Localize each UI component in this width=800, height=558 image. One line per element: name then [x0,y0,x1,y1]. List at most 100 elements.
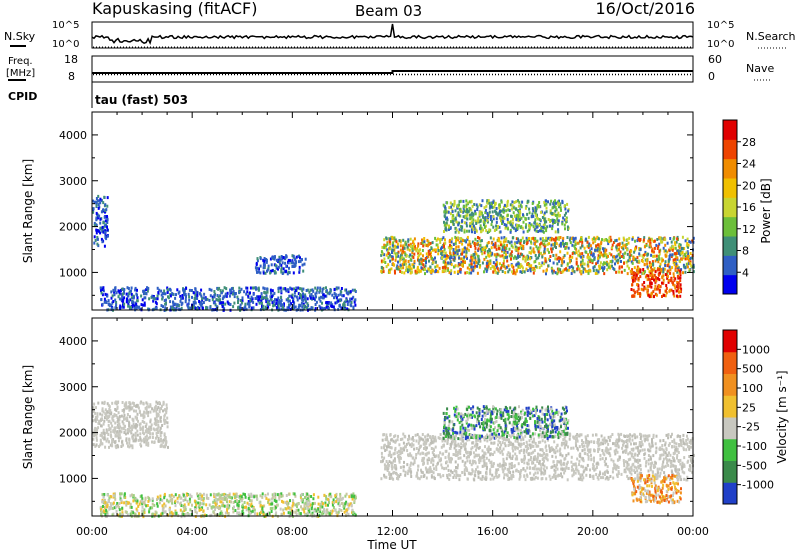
range-cell [520,225,522,228]
range-cell [128,439,130,442]
range-cell [142,304,144,307]
power-y-label: Slant Range [km] [21,159,35,263]
range-cell [211,289,213,292]
range-cell [481,239,483,242]
range-cell [304,496,306,499]
range-cell [525,207,527,210]
range-cell [230,500,232,503]
range-cell [541,256,543,259]
range-cell [497,225,499,228]
range-cell [492,270,494,273]
range-cell [493,238,495,241]
range-cell [323,508,325,511]
range-cell [121,296,123,299]
range-cell [228,496,230,499]
range-cell [679,295,681,298]
range-cell [105,415,107,418]
range-cell [167,421,169,424]
range-cell [133,434,135,437]
range-cell [505,209,507,212]
range-cell [106,301,108,304]
range-cell [260,505,262,508]
range-cell [511,241,513,244]
range-cell [549,255,551,258]
range-cell [252,301,254,304]
range-cell [288,506,290,509]
range-cell [238,511,240,514]
range-cell [518,205,520,208]
range-cell [631,283,633,286]
range-cell [135,416,137,419]
range-cell [316,291,318,294]
range-cell [343,505,345,508]
range-cell [195,503,197,506]
range-cell [404,253,406,256]
range-cell [551,212,553,215]
range-cell [507,201,509,204]
range-cell [278,304,280,307]
range-cell [134,289,136,292]
range-cell [96,212,98,215]
range-cell [191,504,193,507]
range-cell [98,445,100,448]
range-cell [494,229,496,232]
range-cell [198,300,200,303]
range-cell [443,204,445,207]
range-cell [485,256,487,259]
range-cell [540,237,542,240]
range-cell [142,402,144,405]
range-cell [598,237,600,240]
range-cell [174,500,176,503]
range-cell [302,270,304,273]
range-cell [533,267,535,270]
range-cell [130,512,132,515]
range-cell [102,303,104,306]
range-cell [409,249,411,252]
range-cell [647,288,649,291]
range-cell [498,204,500,207]
range-cell [278,299,280,302]
range-cell [282,306,284,309]
range-cell [491,220,493,223]
range-cell [457,236,459,239]
range-cell [262,287,264,290]
range-cell [217,288,219,291]
range-cell [618,253,620,256]
range-cell [664,244,666,247]
range-cell [230,290,232,293]
range-cell [280,290,282,293]
range-cell [227,292,229,295]
range-cell [126,406,128,409]
range-cell [669,272,671,275]
range-cell [474,256,476,259]
range-cell [258,271,260,274]
range-cell [132,437,134,440]
range-cell [108,440,110,443]
range-cell [501,201,503,204]
range-cell [304,297,306,300]
colorbar-swatch [723,236,737,256]
range-cell [137,420,139,423]
range-cell [498,238,500,241]
range-cell [222,493,224,496]
range-cell [302,264,304,267]
range-cell [474,242,476,245]
noise-sky-line [92,24,693,43]
range-cell [608,266,610,269]
range-cell [175,504,177,507]
range-cell [312,497,314,500]
range-cell [140,295,142,298]
range-cell [536,230,538,233]
range-cell [183,494,185,497]
range-cell [235,292,237,295]
range-cell [106,205,108,208]
range-cell [144,415,146,418]
range-cell [626,443,628,446]
range-cell [458,204,460,207]
range-cell [426,239,428,242]
range-cell [656,258,658,261]
range-cell [104,224,106,227]
range-cell [437,238,439,241]
range-cell [152,432,154,435]
range-cell [503,211,505,214]
